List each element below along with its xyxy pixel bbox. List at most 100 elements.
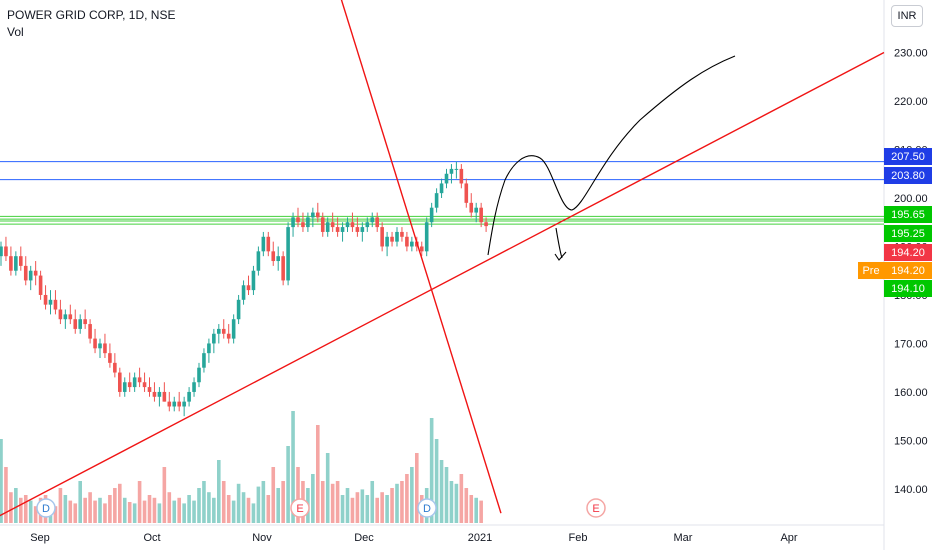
price-label-box [884, 148, 932, 165]
candle-body [19, 256, 23, 266]
candle-body [390, 236, 394, 242]
candle-body [335, 227, 340, 232]
candle-body [444, 173, 449, 184]
candle-body [350, 222, 355, 228]
volume-bar [415, 453, 419, 523]
candle-body [400, 231, 404, 237]
volume-bar [355, 492, 360, 523]
x-tick-label: 2021 [468, 532, 492, 544]
candle-body [410, 241, 414, 247]
candle-body [469, 202, 474, 213]
volume-bar [400, 481, 404, 523]
volume-bar [316, 425, 320, 523]
candle-body [53, 299, 58, 310]
candle-body [231, 319, 236, 339]
event-marker-dividend [417, 498, 437, 518]
candle-body [395, 231, 399, 242]
price-label-box [884, 244, 932, 261]
price-label: 194.10 [891, 283, 925, 295]
volume-bar [58, 488, 63, 523]
volume-bar [152, 497, 157, 523]
candle-body [147, 387, 152, 392]
candle-body [118, 372, 122, 392]
volume-bar [385, 495, 389, 523]
volume-bar [103, 503, 107, 523]
volume-bar [296, 467, 300, 523]
volume-bar [137, 481, 142, 523]
candle-body [172, 401, 177, 407]
candle-body [316, 212, 320, 218]
volume-bar [380, 492, 384, 523]
chart-legend: POWER GRID CORP, 1D, NSE Vol [7, 7, 175, 41]
candle-body [484, 222, 488, 227]
volume-bar [350, 497, 355, 523]
volume-bar [212, 497, 216, 523]
volume-bar [286, 446, 290, 523]
x-tick-label: Feb [569, 532, 588, 544]
candle-body [370, 217, 375, 223]
price-label-box [884, 206, 932, 223]
candle-body [14, 256, 18, 271]
candle-body [459, 168, 464, 184]
candle-body [301, 222, 305, 228]
candle-body [330, 222, 335, 228]
volume-bar [147, 495, 152, 523]
volume-bar [479, 500, 483, 523]
volume-bar [335, 481, 340, 523]
volume-bar [113, 488, 117, 523]
candle-body [241, 285, 246, 300]
candle-body [286, 227, 290, 281]
y-tick-label: 220.00 [894, 96, 928, 108]
candle-body [93, 338, 97, 349]
volume-bar [202, 481, 206, 523]
volume-bar [365, 495, 370, 523]
volume-bar [28, 500, 33, 523]
candle-body [434, 193, 439, 208]
volume-bar [192, 500, 196, 523]
currency-button[interactable]: INR [891, 5, 923, 27]
volume-bar [320, 481, 325, 523]
volume-bar [68, 500, 73, 523]
candle-body [345, 222, 350, 228]
candle-body [266, 236, 271, 252]
volume-bar [0, 439, 3, 523]
candle-body [103, 343, 107, 354]
volume-bar [281, 481, 285, 523]
volume-bar [236, 483, 241, 523]
volume-bar [410, 467, 414, 523]
volume-bar [449, 481, 454, 523]
candle-body [108, 353, 112, 363]
volume-bar [108, 495, 112, 523]
candle-body [281, 256, 285, 281]
candle-body [474, 207, 478, 213]
volume-bar [459, 474, 464, 523]
candle-body [464, 183, 469, 203]
candle-body [9, 256, 13, 271]
candle-body [271, 251, 276, 262]
price-label-box [884, 225, 932, 242]
candle-body [38, 275, 43, 295]
candle-body [43, 294, 48, 305]
volume-bar [33, 506, 38, 523]
candle-body [162, 391, 167, 402]
volume-bar [53, 506, 58, 523]
candle-body [449, 168, 454, 174]
volume-bar [291, 411, 295, 523]
volume-bar [246, 497, 251, 523]
candle-body [197, 367, 201, 383]
price-label-box [884, 167, 932, 184]
volume-bar [98, 497, 102, 523]
candle-body [207, 343, 211, 354]
volume-bar [93, 500, 97, 523]
volume-bar [19, 497, 23, 523]
volume-bar [395, 483, 399, 523]
candle-body [320, 217, 325, 232]
volume-bar [340, 495, 345, 523]
candle-body [380, 227, 384, 247]
volume-bar [370, 481, 375, 523]
candle-body [23, 265, 28, 281]
volume-bar [4, 467, 8, 523]
candle-body [325, 222, 330, 232]
volume-bar [311, 474, 315, 523]
